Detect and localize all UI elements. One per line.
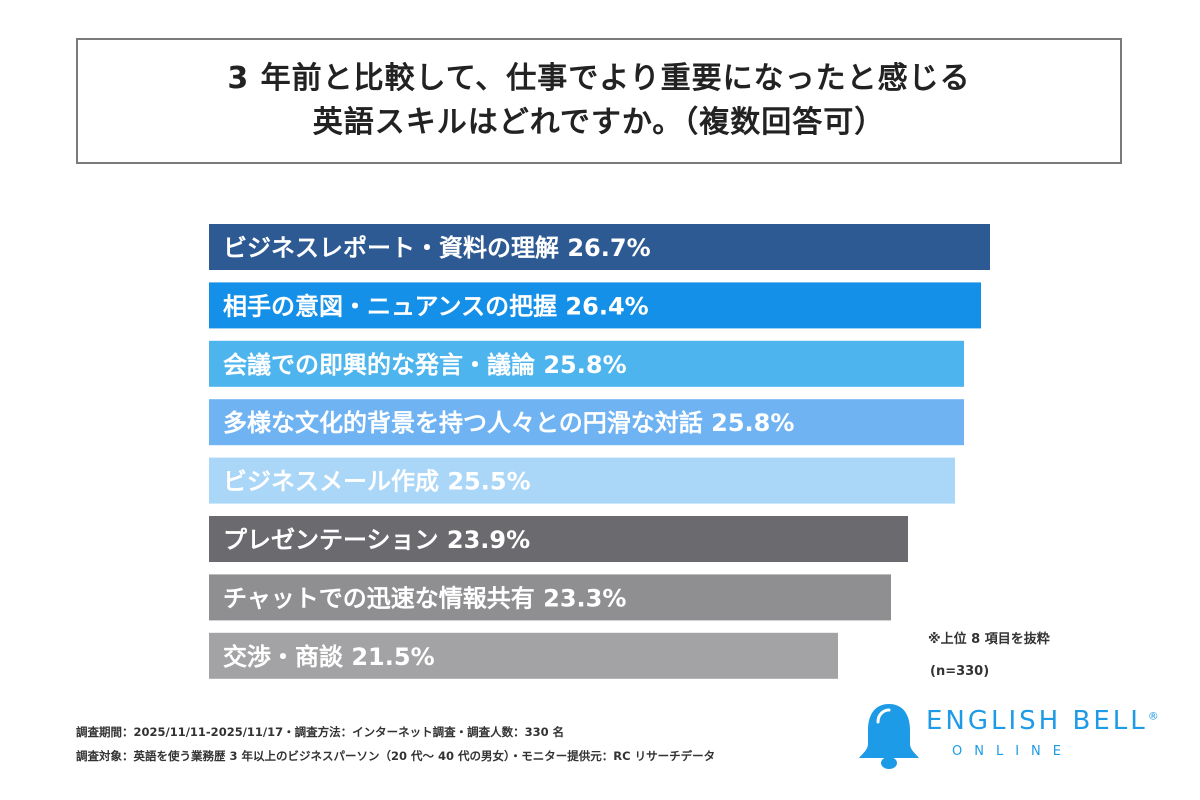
- logo-wordmark: ENGLISH BELL®: [926, 706, 1159, 736]
- logo-subtitle: ONLINE: [952, 744, 1073, 759]
- excerpt-note: ※上位 8 項目を抜粋: [928, 632, 1050, 647]
- bar-label-3: 会議での即興的な発言・議論 25.8%: [223, 351, 627, 379]
- bar-2: [209, 282, 981, 329]
- bar-label-8: 交渉・商談 21.5%: [223, 643, 435, 671]
- bar-label-7: チャットでの迅速な情報共有 23.3%: [223, 584, 626, 612]
- title-box: 3 年前と比較して、仕事でより重要になったと感じる 英語スキルはどれですか。（複…: [76, 38, 1122, 164]
- survey-info-line-1: 調査期間：2025/11/11-2025/11/17・調査方法：インターネット調…: [76, 725, 565, 739]
- bell-icon: [859, 704, 919, 769]
- sample-size-note: (n=330): [930, 664, 990, 679]
- bar-5: [209, 457, 955, 504]
- chart-title-line-1: 3 年前と比較して、仕事でより重要になったと感じる: [227, 61, 971, 96]
- bar-label-4: 多様な文化的背景を持つ人々との円滑な対話 25.8%: [223, 409, 794, 437]
- english-bell-logo: ENGLISH BELL® ONLINE: [856, 700, 1159, 772]
- survey-info-line-2: 調査対象：英語を使う業務歴 3 年以上のビジネスパーソン（20 代～ 40 代の…: [76, 749, 716, 763]
- bar-7: [209, 574, 891, 621]
- bar-1: [209, 224, 990, 270]
- bar-label-1: ビジネスレポート・資料の理解 26.7%: [223, 234, 651, 262]
- bar-4: [209, 399, 964, 446]
- bar-3: [209, 340, 964, 387]
- bar-label-5: ビジネスメール作成 25.5%: [223, 468, 531, 496]
- chart-title-line-2: 英語スキルはどれですか。（複数回答可）: [312, 105, 886, 140]
- bar-8: [209, 632, 838, 679]
- bar-label-2: 相手の意図・ニュアンスの把握 26.4%: [223, 292, 649, 320]
- bar-6: [209, 516, 908, 562]
- bar-label-6: プレゼンテーション 23.9%: [223, 526, 530, 554]
